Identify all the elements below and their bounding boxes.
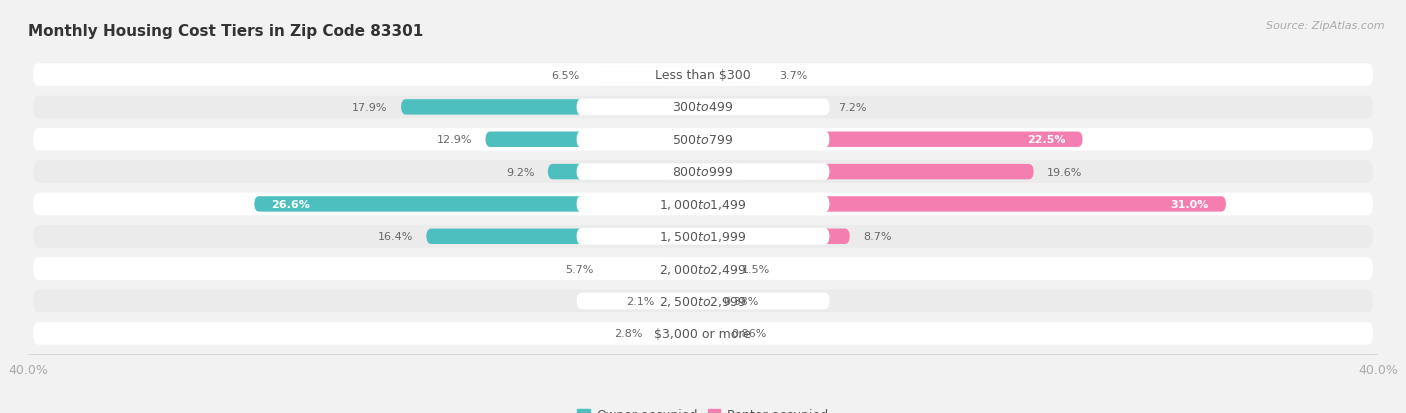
Text: $1,500 to $1,999: $1,500 to $1,999 <box>659 230 747 244</box>
FancyBboxPatch shape <box>576 196 830 213</box>
Text: $3,000 or more: $3,000 or more <box>655 327 751 340</box>
Text: 2.1%: 2.1% <box>626 296 654 306</box>
FancyBboxPatch shape <box>34 225 1372 248</box>
FancyBboxPatch shape <box>576 261 830 277</box>
Text: 1.5%: 1.5% <box>742 264 770 274</box>
Text: 16.4%: 16.4% <box>377 232 413 242</box>
Text: 7.2%: 7.2% <box>838 103 866 113</box>
FancyBboxPatch shape <box>576 132 830 148</box>
FancyBboxPatch shape <box>576 164 830 180</box>
Text: 17.9%: 17.9% <box>352 103 388 113</box>
FancyBboxPatch shape <box>34 290 1372 313</box>
FancyBboxPatch shape <box>661 197 1226 212</box>
Text: 3.7%: 3.7% <box>779 70 807 81</box>
Text: 2.8%: 2.8% <box>614 328 643 339</box>
Text: Source: ZipAtlas.com: Source: ZipAtlas.com <box>1267 21 1385 31</box>
FancyBboxPatch shape <box>661 100 824 115</box>
Text: 0.38%: 0.38% <box>723 296 758 306</box>
Text: 12.9%: 12.9% <box>436 135 472 145</box>
Text: 6.5%: 6.5% <box>551 70 579 81</box>
FancyBboxPatch shape <box>34 128 1372 151</box>
FancyBboxPatch shape <box>401 100 745 115</box>
Text: Monthly Housing Cost Tiers in Zip Code 83301: Monthly Housing Cost Tiers in Zip Code 8… <box>28 24 423 39</box>
Text: 8.7%: 8.7% <box>863 232 891 242</box>
FancyBboxPatch shape <box>661 68 765 83</box>
FancyBboxPatch shape <box>576 228 830 245</box>
Text: 26.6%: 26.6% <box>271 199 309 209</box>
Text: $2,000 to $2,499: $2,000 to $2,499 <box>659 262 747 276</box>
FancyBboxPatch shape <box>576 293 830 310</box>
FancyBboxPatch shape <box>576 325 830 342</box>
FancyBboxPatch shape <box>34 161 1372 183</box>
Text: 5.7%: 5.7% <box>565 264 593 274</box>
Text: 31.0%: 31.0% <box>1171 199 1209 209</box>
Text: $1,000 to $1,499: $1,000 to $1,499 <box>659 197 747 211</box>
FancyBboxPatch shape <box>34 96 1372 119</box>
FancyBboxPatch shape <box>548 164 745 180</box>
FancyBboxPatch shape <box>34 193 1372 216</box>
FancyBboxPatch shape <box>34 322 1372 345</box>
FancyBboxPatch shape <box>576 67 830 84</box>
Text: $2,500 to $2,999: $2,500 to $2,999 <box>659 294 747 308</box>
Text: 19.6%: 19.6% <box>1047 167 1083 177</box>
FancyBboxPatch shape <box>576 99 830 116</box>
Text: $800 to $999: $800 to $999 <box>672 166 734 179</box>
FancyBboxPatch shape <box>661 261 728 277</box>
FancyBboxPatch shape <box>668 294 745 309</box>
FancyBboxPatch shape <box>426 229 745 244</box>
FancyBboxPatch shape <box>593 68 745 83</box>
FancyBboxPatch shape <box>655 326 745 341</box>
FancyBboxPatch shape <box>661 294 710 309</box>
FancyBboxPatch shape <box>34 64 1372 87</box>
Text: 9.2%: 9.2% <box>506 167 534 177</box>
FancyBboxPatch shape <box>34 258 1372 280</box>
FancyBboxPatch shape <box>254 197 745 212</box>
FancyBboxPatch shape <box>661 164 1033 180</box>
FancyBboxPatch shape <box>661 132 1083 147</box>
Text: $300 to $499: $300 to $499 <box>672 101 734 114</box>
FancyBboxPatch shape <box>607 261 745 277</box>
Text: $500 to $799: $500 to $799 <box>672 133 734 146</box>
Text: 22.5%: 22.5% <box>1028 135 1066 145</box>
Text: 0.86%: 0.86% <box>731 328 766 339</box>
FancyBboxPatch shape <box>485 132 745 147</box>
FancyBboxPatch shape <box>661 326 717 341</box>
Text: Less than $300: Less than $300 <box>655 69 751 82</box>
FancyBboxPatch shape <box>661 229 849 244</box>
Legend: Owner-occupied, Renter-occupied: Owner-occupied, Renter-occupied <box>578 408 828 413</box>
